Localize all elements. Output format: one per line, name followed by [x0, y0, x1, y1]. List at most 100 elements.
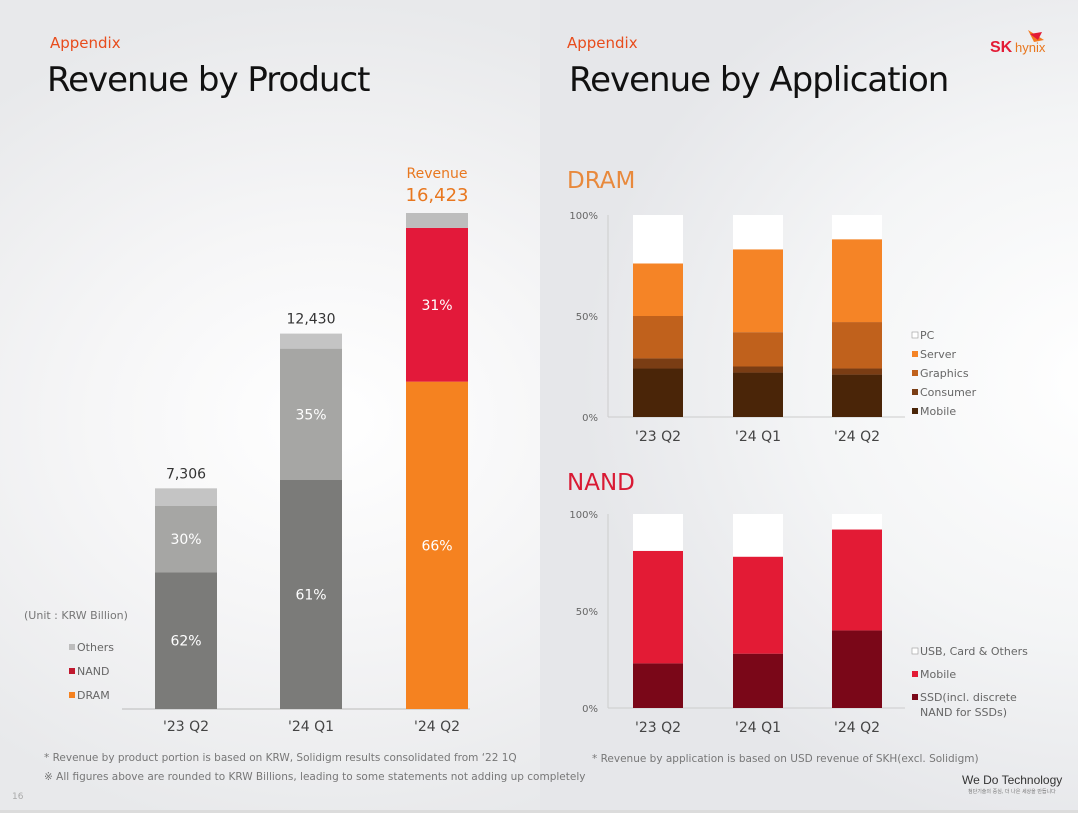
legend-label: PC: [920, 329, 935, 342]
data-label: 66%: [421, 538, 452, 554]
bar-nand: [280, 348, 342, 481]
legend-label: Others: [77, 641, 114, 654]
legend-label: Server: [920, 348, 957, 361]
svg-text:SK: SK: [990, 39, 1013, 56]
appendix-label-right: Appendix: [567, 34, 638, 52]
footnote-2: ※ All figures above are rounded to KRW B…: [44, 771, 586, 783]
bar-segment: [633, 263, 683, 316]
legend-swatch-others: [69, 644, 75, 650]
legend-label: DRAM: [77, 689, 110, 702]
revenue-label: Revenue: [407, 166, 468, 182]
legend-swatch: [912, 408, 918, 414]
bottom-bar: [0, 810, 1078, 813]
legend-label: Consumer: [920, 386, 977, 399]
y-tick-label: 50%: [576, 312, 598, 323]
bar-segment: [733, 653, 783, 708]
legend-swatch: [911, 647, 919, 655]
data-label: 35%: [295, 407, 326, 423]
bar-segment: [832, 529, 882, 631]
bar-others: [280, 333, 342, 349]
bar-segment: [733, 366, 783, 373]
bar-segment: [832, 368, 882, 375]
bar-segment: [733, 249, 783, 333]
bar-others: [406, 213, 468, 228]
bar-segment: [733, 215, 783, 250]
data-label: 62%: [170, 634, 201, 650]
legend-label: NAND: [77, 665, 109, 678]
chart-title: DRAM: [567, 168, 635, 194]
legend-swatch: [912, 694, 918, 700]
footnote-1: * Revenue by product portion is based on…: [44, 752, 517, 764]
legend-swatch: [912, 671, 918, 677]
data-label: 61%: [295, 588, 326, 604]
bar-segment: [633, 358, 683, 369]
unit-label: (Unit : KRW Billion): [24, 609, 128, 622]
bar-segment: [633, 215, 683, 264]
bar-nand: [406, 227, 468, 382]
legend-swatch-dram: [69, 692, 75, 698]
x-tick-label: '23 Q2: [163, 719, 209, 735]
bar-segment: [832, 630, 882, 708]
bar-segment: [633, 663, 683, 708]
bar-segment: [633, 368, 683, 417]
bar-segment: [633, 550, 683, 664]
x-tick-label: '24 Q1: [288, 719, 334, 735]
legend-swatch: [912, 389, 918, 395]
legend-swatch-nand: [69, 668, 75, 674]
bar-segment: [733, 332, 783, 367]
legend-label: Graphics: [920, 367, 969, 380]
x-tick-label: '24 Q2: [834, 720, 880, 736]
y-tick-label: 0%: [582, 413, 598, 424]
bar-others: [155, 488, 217, 506]
bar-segment: [832, 514, 882, 530]
y-tick-label: 50%: [576, 607, 598, 618]
y-tick-label: 0%: [582, 704, 598, 715]
data-label: 31%: [421, 298, 452, 314]
page-number: 16: [12, 792, 24, 802]
legend-label: Mobile: [920, 405, 956, 418]
appendix-label-left: Appendix: [50, 34, 121, 52]
x-tick-label: '24 Q2: [414, 719, 460, 735]
legend-label: NAND for SSDs): [920, 706, 1007, 719]
data-label: 30%: [170, 532, 201, 548]
bar-segment: [633, 514, 683, 551]
svg-text:hynix: hynix: [1015, 40, 1046, 55]
legend-swatch: [911, 331, 919, 339]
page-title-left: Revenue by Product: [47, 60, 370, 100]
bar-segment: [832, 322, 882, 369]
legend-label: Mobile: [920, 668, 956, 681]
bar-dram: [155, 572, 217, 709]
x-tick-label: '24 Q1: [735, 429, 781, 445]
legend-label: USB, Card & Others: [920, 645, 1028, 658]
x-tick-label: '23 Q2: [635, 429, 681, 445]
sk-hynix-logo: SK hynix: [988, 28, 1068, 62]
x-tick-label: '23 Q2: [635, 720, 681, 736]
x-tick-label: '24 Q1: [735, 720, 781, 736]
total-label: 7,306: [166, 466, 206, 482]
page-title-right: Revenue by Application: [569, 60, 949, 100]
legend-swatch: [912, 370, 918, 376]
bar-segment: [832, 215, 882, 240]
bar-segment: [633, 316, 683, 359]
legend-label: SSD(incl. discrete: [920, 691, 1017, 704]
x-tick-label: '24 Q2: [834, 429, 880, 445]
slide-background-right: [540, 0, 1078, 813]
bar-segment: [733, 514, 783, 557]
bar-segment: [832, 374, 882, 417]
y-tick-label: 100%: [569, 211, 598, 222]
footnote-right: * Revenue by application is based on USD…: [592, 753, 979, 765]
y-tick-label: 100%: [569, 510, 598, 521]
bar-nand: [155, 505, 217, 573]
slogan-sub: 첨단기술의 중심, 더 나은 세상을 만듭니다: [968, 789, 1056, 795]
bar-segment: [733, 372, 783, 417]
legend-swatch: [912, 351, 918, 357]
chart-title: NAND: [567, 470, 635, 496]
bar-dram: [280, 480, 342, 709]
bar-segment: [832, 239, 882, 323]
bar-segment: [733, 556, 783, 654]
total-label: 16,423: [406, 185, 469, 206]
bar-dram: [406, 381, 468, 709]
total-label: 12,430: [287, 312, 336, 328]
slogan: We Do Technology: [962, 773, 1063, 787]
